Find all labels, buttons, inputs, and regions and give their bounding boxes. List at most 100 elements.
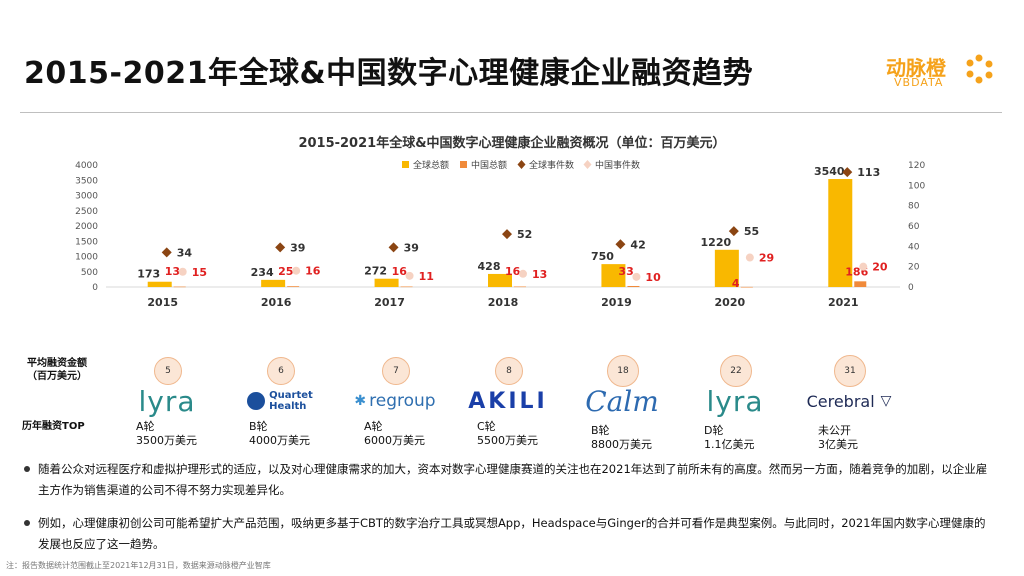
deal-info: 未公开 3亿美元 <box>818 424 858 452</box>
bar-global-label: 750 <box>591 250 614 263</box>
avg-funding-bubble: 8 <box>495 357 523 385</box>
deal-info: A轮 3500万美元 <box>136 420 197 448</box>
y-right-tick-label: 80 <box>908 202 920 212</box>
funding-chart: 4000350030002500200015001000500012010080… <box>75 159 925 309</box>
deal-round: 未公开 <box>818 424 851 437</box>
deal-round: B轮 <box>249 420 268 433</box>
avg-funding-bubble: 7 <box>382 357 410 385</box>
deal-amount: 4000万美元 <box>249 434 310 447</box>
bar-global-label: 428 <box>478 260 501 273</box>
marker-china-events <box>178 267 187 276</box>
marker-china-events-label: 11 <box>419 270 434 283</box>
top-funding-label: 历年融资TOP <box>22 421 85 432</box>
y-left-tick-label: 4000 <box>75 161 98 171</box>
bar-china <box>627 285 640 287</box>
legend-label: 中国总额 <box>471 159 507 171</box>
deal-amount: 3亿美元 <box>818 438 858 451</box>
bar-global <box>601 264 626 287</box>
marker-china-events <box>292 266 301 275</box>
avg-funding-bubble: 31 <box>834 355 866 387</box>
company-logo-calm: Calm <box>585 384 659 418</box>
bullet-dot-icon <box>24 520 30 526</box>
x-tick-label: 2020 <box>715 296 746 309</box>
title-divider <box>20 112 1002 113</box>
deal-round: D轮 <box>704 424 724 437</box>
x-tick-label: 2015 <box>147 296 178 309</box>
marker-global-events-label: 113 <box>857 166 880 179</box>
y-right-tick-label: 20 <box>908 263 920 273</box>
bar-china-label: 13 <box>165 265 180 278</box>
avg-funding-bubble: 6 <box>267 357 295 385</box>
marker-china-events-label: 20 <box>872 261 888 274</box>
company-logo-akili: AKILI <box>468 388 548 414</box>
avg-funding-label: 平均融资金额 （百万美元） <box>27 358 87 382</box>
deal-amount: 5500万美元 <box>477 434 538 447</box>
deal-info: C轮 5500万美元 <box>477 420 538 448</box>
bar-global <box>828 179 853 287</box>
deal-info: B轮 4000万美元 <box>249 420 310 448</box>
company-logo-regroup: ✱ regroup <box>354 391 436 411</box>
x-tick-label: 2016 <box>261 296 292 309</box>
marker-china-events-label: 15 <box>192 266 207 279</box>
bar-china-label: 16 <box>392 265 408 278</box>
deal-round: B轮 <box>591 424 610 437</box>
bar-china <box>854 281 867 287</box>
bar-global <box>488 273 512 287</box>
bar-china <box>400 286 413 288</box>
y-left-tick-label: 2500 <box>75 207 98 217</box>
y-left-tick-label: 500 <box>81 268 98 278</box>
company-logo-lyra: lyra <box>138 384 196 418</box>
bar-china-label: 16 <box>505 265 521 278</box>
brand-sub: VBDATA <box>894 76 944 89</box>
company-logo-cerebral: Cerebral ▽ <box>806 391 892 411</box>
page-title: 2015-2021年全球&中国数字心理健康企业融资趋势 <box>24 56 754 91</box>
marker-china-events <box>745 253 754 262</box>
bar-global-label: 272 <box>364 265 387 278</box>
y-left-tick-label: 1000 <box>75 253 98 263</box>
bullet-1: 随着公众对远程医疗和虚拟护理形式的适应，以及对心理健康需求的加大，资本对数字心理… <box>24 459 988 501</box>
marker-global-events-label: 39 <box>404 241 419 254</box>
marker-china-events-label: 29 <box>759 252 774 265</box>
bar-china <box>514 286 526 288</box>
y-right-tick-label: 60 <box>908 222 920 232</box>
bar-global <box>147 281 172 287</box>
marker-china-events <box>519 269 527 278</box>
bar-global-label: 1220 <box>701 236 732 249</box>
marker-global-events <box>728 226 739 237</box>
marker-global-events-label: 52 <box>517 228 532 241</box>
marker-china-events-label: 16 <box>305 265 321 278</box>
marker-global-events <box>502 229 512 240</box>
bar-china <box>740 286 753 288</box>
footnote: 注：报告数据统计范围截止至2021年12月31日，数据来源动脉橙产业智库 <box>6 561 271 570</box>
legend-label: 全球事件数 <box>529 159 574 171</box>
marker-global-events-label: 42 <box>630 238 645 251</box>
y-left-tick-label: 3500 <box>75 176 98 186</box>
brand-name: 动脉橙 <box>886 56 946 80</box>
marker-china-events <box>859 262 868 271</box>
chart-title: 2015-2021年全球&中国数字心理健康企业融资概况（单位：百万美元） <box>298 136 726 151</box>
deal-round: A轮 <box>136 420 155 433</box>
bar-global <box>714 249 739 287</box>
legend-swatch <box>460 161 467 168</box>
marker-china-events-label: 10 <box>645 271 661 284</box>
y-left-tick-label: 1500 <box>75 237 98 247</box>
deal-amount: 1.1亿美元 <box>704 438 755 451</box>
marker-global-events-label: 55 <box>744 225 759 238</box>
marker-china-events <box>632 272 641 281</box>
deal-info: A轮 6000万美元 <box>364 420 425 448</box>
legend-swatch <box>517 160 526 169</box>
bar-china <box>287 286 300 287</box>
bar-china-label: 33 <box>618 265 633 278</box>
bullet-dot-icon <box>24 466 30 472</box>
marker-global-events <box>388 242 399 253</box>
brand-logo: 动脉橙 VBDATA <box>886 52 996 92</box>
y-right-tick-label: 0 <box>908 283 914 293</box>
deal-amount: 3500万美元 <box>136 434 197 447</box>
deal-info: B轮 8800万美元 <box>591 424 652 452</box>
company-logo-lyra: lyra <box>706 384 764 418</box>
legend-label: 中国事件数 <box>595 159 640 171</box>
bar-china-label: 25 <box>278 265 293 278</box>
company-logo-quartet-health: Quartet Health <box>240 386 320 416</box>
bar-global <box>374 278 399 287</box>
y-right-tick-label: 120 <box>908 161 925 171</box>
